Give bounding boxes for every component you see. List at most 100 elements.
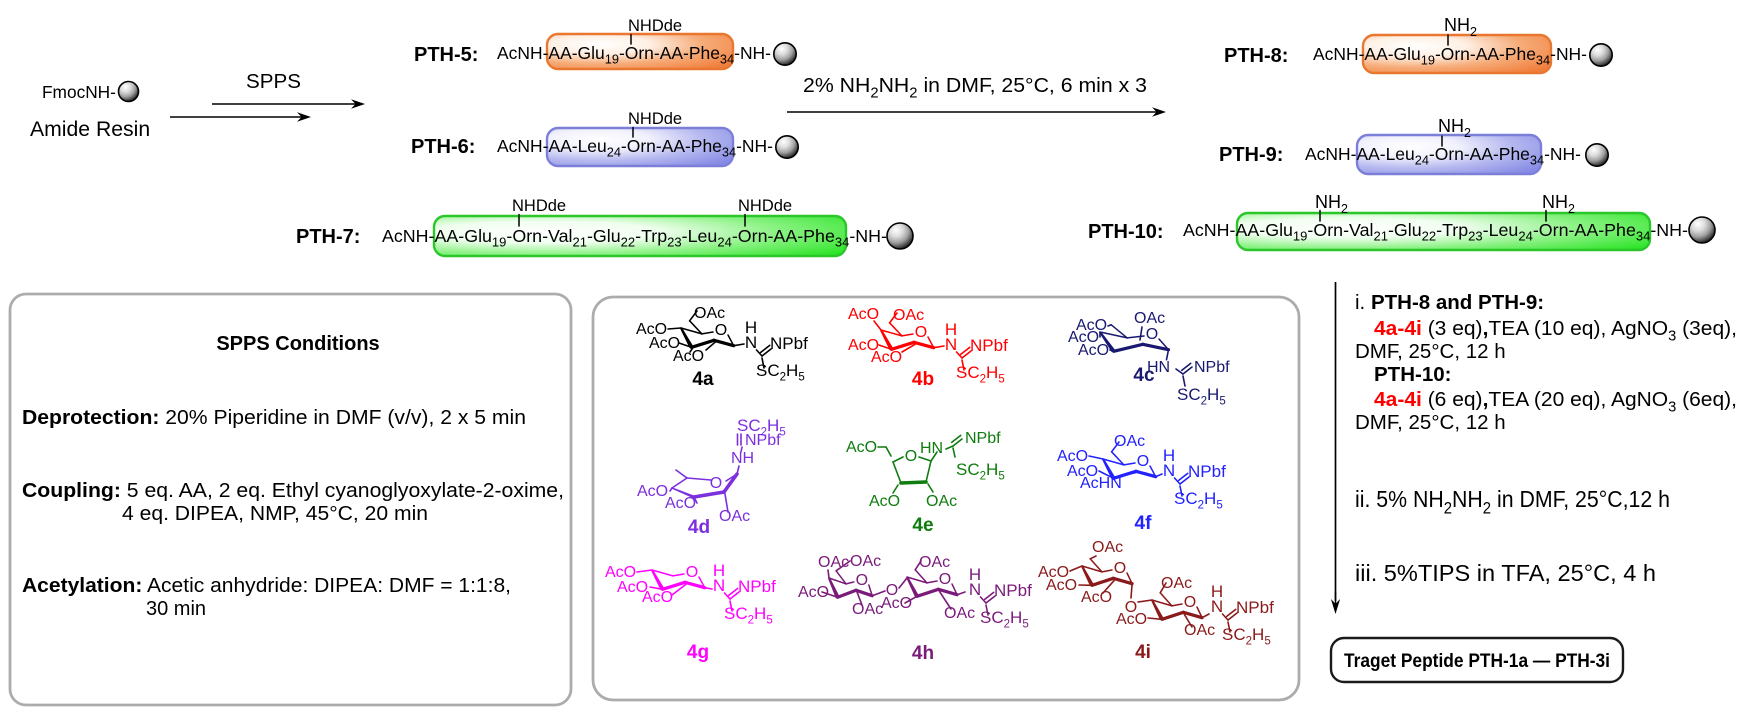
svg-text:H: H — [745, 318, 757, 337]
svg-text:PTH-10:: PTH-10: — [1088, 221, 1164, 243]
svg-text:OAc: OAc — [1092, 539, 1123, 556]
svg-text:4i: 4i — [1135, 642, 1151, 663]
svg-text:OAc: OAc — [1114, 433, 1145, 450]
svg-text:AcO: AcO — [665, 495, 696, 512]
svg-text:AcO: AcO — [637, 483, 668, 500]
svg-text:DMF, 25°C, 12 h: DMF, 25°C, 12 h — [1355, 411, 1506, 434]
svg-text:NPbf: NPbf — [965, 430, 1001, 447]
svg-text:NPbf: NPbf — [738, 577, 776, 596]
svg-text:4f: 4f — [1135, 513, 1153, 534]
svg-text:AcO: AcO — [1046, 577, 1077, 594]
svg-text:SC2H5: SC2H5 — [756, 361, 805, 384]
svg-text:SC2H5: SC2H5 — [1177, 385, 1226, 408]
svg-text:SPPS Conditions: SPPS Conditions — [216, 333, 379, 355]
svg-text:Amide Resin: Amide Resin — [30, 118, 150, 141]
svg-text:NPbf: NPbf — [1236, 598, 1274, 617]
svg-text:DMF, 25°C, 12 h: DMF, 25°C, 12 h — [1355, 340, 1506, 363]
svg-text:NHDde: NHDde — [628, 110, 682, 128]
svg-text:AcO: AcO — [869, 493, 900, 510]
svg-text:O: O — [1137, 453, 1149, 470]
svg-text:AcNH-AA-Leu24-Orn-AA-Phe34-NH-: AcNH-AA-Leu24-Orn-AA-Phe34-NH- — [497, 136, 773, 160]
svg-text:O: O — [915, 324, 927, 341]
svg-text:4d: 4d — [688, 517, 710, 538]
svg-text:OAc: OAc — [694, 305, 725, 322]
svg-text:SC2H5: SC2H5 — [1222, 625, 1271, 648]
svg-text:H: H — [1163, 446, 1175, 465]
svg-text:4 eq. DIPEA, NMP, 45°C, 20 min: 4 eq. DIPEA, NMP, 45°C, 20 min — [122, 503, 428, 525]
svg-text:NH2: NH2 — [1315, 192, 1348, 216]
svg-text:NPbf: NPbf — [1194, 359, 1230, 376]
svg-text:AcO: AcO — [848, 337, 879, 354]
svg-text:PTH-8:: PTH-8: — [1224, 45, 1288, 67]
svg-text:SC2H5: SC2H5 — [1174, 489, 1223, 512]
svg-text:O: O — [1114, 560, 1126, 577]
svg-text:PTH-7:: PTH-7: — [296, 226, 360, 248]
svg-text:OAc: OAc — [1184, 622, 1215, 639]
svg-text:N: N — [713, 576, 725, 595]
svg-text:Deprotection: 20% Piperidine i: Deprotection: 20% Piperidine in DMF (v/v… — [22, 407, 526, 429]
svg-text:OAc: OAc — [893, 307, 924, 324]
svg-text:ii. 5% NH2NH2 in DMF, 25°C,12: ii. 5% NH2NH2 in DMF, 25°C,12 h — [1355, 486, 1670, 517]
svg-text:4h: 4h — [912, 643, 934, 664]
svg-text:HN: HN — [1147, 359, 1170, 376]
svg-text:PTH-6:: PTH-6: — [411, 136, 475, 158]
svg-text:NHDde: NHDde — [512, 197, 566, 215]
svg-text:PTH-10:: PTH-10: — [1374, 363, 1451, 386]
svg-text:iii. 5%TIPS in TFA, 25°C, 4 h: iii. 5%TIPS in TFA, 25°C, 4 h — [1355, 560, 1656, 586]
svg-text:O: O — [710, 475, 722, 492]
svg-text:H: H — [969, 565, 981, 584]
svg-text:O: O — [686, 564, 698, 581]
svg-text:AcO: AcO — [881, 595, 912, 612]
svg-text:AcO: AcO — [1081, 589, 1112, 606]
svg-text:AcO: AcO — [798, 584, 829, 601]
svg-text:AcNH-AA-Glu19-Orn-AA-Phe34-NH-: AcNH-AA-Glu19-Orn-AA-Phe34-NH- — [1313, 44, 1587, 68]
svg-text:4a-4i (6 eq),TEA (20 eq), AgNO: 4a-4i (6 eq),TEA (20 eq), AgNO 3 (6eq), — [1374, 388, 1737, 416]
svg-text:NH2: NH2 — [1438, 116, 1471, 140]
svg-text:SPPS: SPPS — [246, 70, 301, 93]
svg-text:OAc: OAc — [1161, 575, 1192, 592]
svg-text:H: H — [713, 561, 725, 580]
svg-text:H: H — [1211, 582, 1223, 601]
svg-text:i. PTH-8 and PTH-9:: i. PTH-8 and PTH-9: — [1355, 291, 1544, 314]
svg-text:AcO: AcO — [1067, 463, 1098, 480]
svg-text:NH2: NH2 — [1542, 192, 1575, 216]
svg-text:4e: 4e — [912, 515, 933, 536]
svg-text:AcO: AcO — [846, 439, 877, 456]
svg-text:N: N — [1163, 461, 1175, 480]
svg-text:30 min: 30 min — [146, 598, 206, 620]
svg-text:2% NH2NH2 in DMF, 25°C, 6 min: 2% NH 2NH2 in DMF, 25°C, 6 min x 3 — [803, 74, 1147, 102]
svg-text:OAc: OAc — [944, 605, 975, 622]
svg-text:4c: 4c — [1133, 365, 1155, 386]
svg-text:HN: HN — [920, 440, 943, 457]
svg-text:Acetylation: Acetic anhydride:: Acetylation: Acetic anhydride: DIPEA: DM… — [22, 575, 511, 597]
svg-text:NH2: NH2 — [1444, 15, 1477, 39]
svg-text:OAc: OAc — [852, 601, 883, 618]
svg-text:AcHN: AcHN — [1080, 475, 1122, 492]
svg-text:SC2H5: SC2H5 — [956, 363, 1005, 386]
svg-text:AcNH-AA-Glu19-Orn-Val21-Glu22-: AcNH-AA-Glu 19-Orn-Val21-Glu22-Trp23-Leu2… — [1183, 220, 1688, 244]
svg-text:N: N — [945, 335, 957, 354]
svg-text:AcO: AcO — [1057, 448, 1088, 465]
svg-text:O: O — [1184, 594, 1196, 611]
svg-text:OAc: OAc — [719, 508, 750, 525]
svg-text:PTH-5:: PTH-5: — [414, 44, 478, 66]
svg-text:FmocNH-: FmocNH- — [42, 82, 116, 102]
svg-text:AcO: AcO — [605, 564, 636, 581]
svg-text:NPbf: NPbf — [1188, 462, 1226, 481]
svg-text:AcO: AcO — [848, 306, 879, 323]
svg-text:AcO: AcO — [673, 348, 704, 365]
svg-text:OAc: OAc — [818, 554, 849, 571]
svg-text:SC2H5: SC2H5 — [980, 608, 1029, 631]
svg-text:NPbf: NPbf — [745, 432, 781, 449]
svg-text:O: O — [886, 582, 898, 599]
svg-text:Coupling: 5 eq. AA, 2 eq. Ethy: Coupling: 5 eq. AA, 2 eq. Ethyl cyanogly… — [22, 480, 564, 502]
svg-text:O: O — [856, 572, 868, 589]
svg-text:PTH-9:: PTH-9: — [1219, 144, 1283, 166]
svg-text:AcO: AcO — [1068, 329, 1099, 346]
svg-text:AcO: AcO — [871, 349, 902, 366]
svg-text:O: O — [1146, 326, 1158, 343]
svg-text:O: O — [939, 571, 951, 588]
svg-text:O: O — [1125, 599, 1137, 616]
svg-text:AcO: AcO — [649, 335, 680, 352]
svg-text:NH: NH — [731, 450, 754, 467]
